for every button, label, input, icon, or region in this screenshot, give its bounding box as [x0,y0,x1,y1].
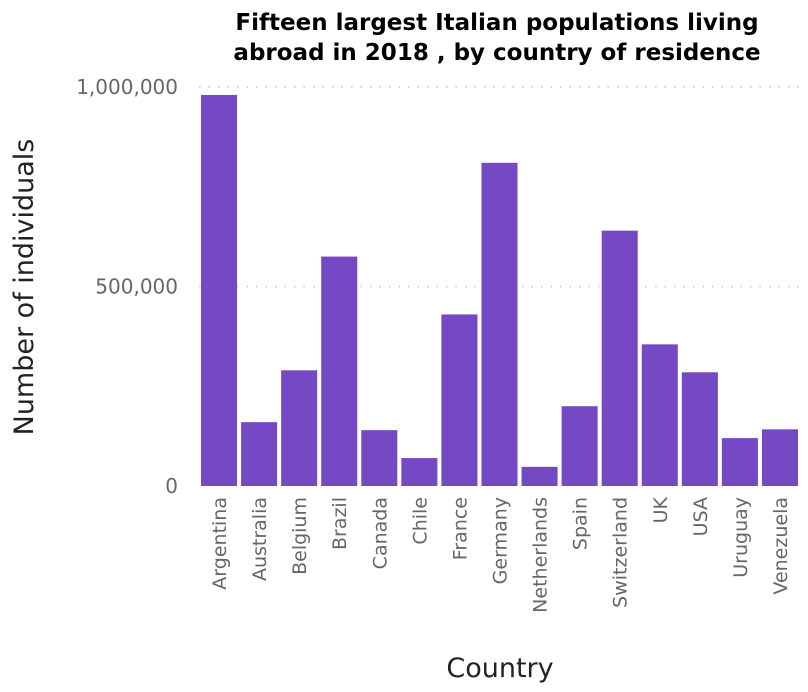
x-tick-label: Uruguay [730,497,752,578]
x-tick-label: Spain [570,497,592,550]
bar-australia [241,422,278,486]
chart-title-line-2: abroad in 2018 , by country of residence [233,40,760,66]
x-tick-label: France [449,497,471,560]
x-tick-label: Netherlands [530,497,552,613]
bar-canada [361,430,398,486]
bar-belgium [281,370,318,486]
bar-spain [561,406,598,486]
x-tick-label: Argentina [209,497,231,590]
y-tick-label: 500,000 [95,275,178,299]
y-tick-label: 1,000,000 [76,75,178,99]
bar-uruguay [721,438,758,486]
x-tick-label: Australia [249,497,271,581]
x-tick-label: Switzerland [610,497,632,608]
bar-brazil [321,256,358,486]
bar-argentina [201,94,238,486]
bar-switzerland [601,230,638,486]
chart-title-line-1: Fifteen largest Italian populations livi… [235,10,758,36]
y-axis-ticks: 0 500,000 1,000,000 [76,75,178,498]
x-tick-label: Chile [409,497,431,545]
x-tick-label: UK [650,496,672,523]
bar-venezuela [761,429,798,486]
x-tick-label: Brazil [329,497,351,550]
bar-netherlands [521,466,558,486]
x-tick-label: USA [690,497,712,536]
bar-chile [401,458,438,486]
y-tick-label: 0 [165,474,178,498]
x-tick-label: Belgium [289,497,311,575]
x-tick-label: Venezuela [770,497,792,595]
x-tick-label: Canada [369,497,391,569]
x-tick-label: Germany [490,497,512,584]
bar-france [441,314,478,486]
bar-uk [641,344,678,486]
bar-germany [481,162,518,486]
bar-usa [681,372,718,486]
y-axis-label: Number of individuals [9,139,40,436]
x-axis-ticks: Argentina Australia Belgium Brazil Canada Chi… [209,496,792,612]
bars [201,94,798,486]
x-axis-label: Country [446,653,553,684]
